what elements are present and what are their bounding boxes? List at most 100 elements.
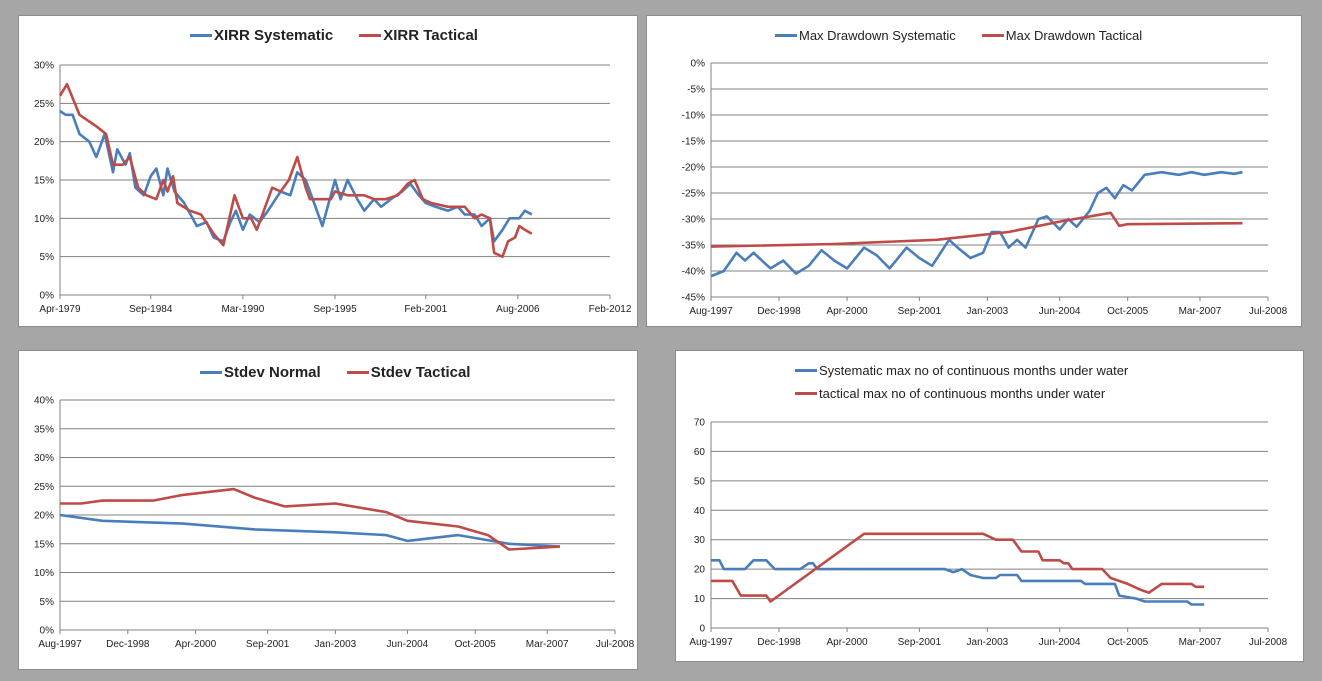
x-tick-label: Jan-2003	[967, 637, 1009, 648]
y-tick-label: -45%	[682, 293, 705, 304]
series-line-stdev-normal	[59, 513, 560, 548]
y-tick-label: 60	[694, 447, 706, 458]
y-tick-label: -30%	[682, 215, 705, 226]
legend-swatch	[795, 392, 817, 395]
x-tick-label: Dec-1998	[757, 306, 801, 317]
y-tick-label: -40%	[682, 267, 705, 278]
legend-item-systematic-months: Systematic max no of continuous months u…	[795, 363, 1128, 378]
legend-swatch	[981, 34, 1004, 37]
max-drawdown-chart-panel	[646, 15, 1302, 327]
x-tick-label: Jun-2004	[387, 639, 429, 650]
y-tick-label: 15%	[34, 176, 54, 187]
y-tick-label: 10%	[34, 568, 54, 579]
y-tick-label: 30%	[34, 61, 54, 72]
y-tick-label: 0%	[691, 59, 706, 70]
stdev-chart-panel	[18, 350, 638, 670]
x-tick-label: Feb-2001	[404, 304, 447, 315]
x-tick-label: Sep-2001	[898, 637, 942, 648]
y-tick-label: -35%	[682, 241, 705, 252]
x-tick-label: Sep-2001	[898, 306, 942, 317]
x-tick-label: Sep-1995	[313, 304, 357, 315]
legend-item-drawdown-tactical: Max Drawdown Tactical	[981, 28, 1143, 43]
series-line-stdev-tactical	[60, 487, 560, 551]
xirr-chart-panel	[18, 15, 638, 327]
y-tick-label: 70	[694, 418, 706, 429]
y-tick-label: 40%	[34, 396, 54, 407]
y-tick-label: 5%	[40, 597, 55, 608]
x-tick-label: Apr-2000	[826, 306, 868, 317]
legend-item-xirr-systematic: XIRR Systematic	[190, 27, 333, 44]
legend-label: Max Drawdown Systematic	[799, 28, 956, 43]
series-line-tactical-max-no-of-continuous-months-under-water	[711, 532, 1205, 603]
months-under-water-legend: Systematic max no of continuous months u…	[795, 363, 1128, 401]
x-tick-label: Dec-1998	[757, 637, 801, 648]
x-tick-label: Sep-1984	[129, 304, 173, 315]
y-tick-label: -5%	[687, 85, 705, 96]
x-tick-label: Aug-2006	[496, 304, 540, 315]
y-tick-label: -10%	[682, 111, 705, 122]
x-tick-label: Jul-2008	[1249, 637, 1288, 648]
series-line-max-drawdown-systematic	[710, 170, 1243, 278]
legend-label: Max Drawdown Tactical	[1005, 28, 1143, 43]
x-tick-label: Oct-2005	[1107, 637, 1149, 648]
x-tick-label: Oct-2005	[1107, 306, 1149, 317]
legend-label: Systematic max no of continuous months u…	[819, 363, 1129, 378]
y-tick-label: -25%	[682, 189, 705, 200]
y-tick-label: 40	[694, 506, 706, 517]
legend-label: XIRR Tactical	[383, 27, 478, 44]
y-tick-label: 30%	[34, 453, 54, 464]
x-tick-label: Apr-2000	[175, 639, 217, 650]
legend-item-xirr-tactical: XIRR Tactical	[359, 27, 478, 44]
x-tick-label: Jun-2004	[1039, 637, 1081, 648]
x-tick-label: Mar-1990	[221, 304, 264, 315]
legend-item-drawdown-systematic: Max Drawdown Systematic	[775, 28, 956, 43]
y-tick-label: 30	[694, 535, 706, 546]
x-tick-label: Dec-1998	[106, 639, 150, 650]
x-tick-label: Jun-2004	[1039, 306, 1081, 317]
legend-swatch	[359, 34, 382, 37]
stdev-legend: Stdev Normal Stdev Tactical	[200, 364, 470, 381]
x-tick-label: Jul-2008	[596, 639, 635, 650]
legend-swatch	[795, 369, 817, 372]
series-line-xirr-tactical	[58, 82, 533, 259]
x-tick-label: Aug-1997	[689, 306, 733, 317]
series-line-max-drawdown-tactical	[710, 211, 1243, 248]
y-tick-label: 15%	[34, 539, 54, 550]
y-tick-label: -15%	[682, 137, 705, 148]
x-tick-label: Oct-2005	[455, 639, 497, 650]
x-tick-label: Jan-2003	[967, 306, 1009, 317]
legend-label: Stdev Tactical	[370, 364, 471, 381]
y-tick-label: 5%	[40, 252, 55, 263]
legend-swatch	[775, 34, 797, 37]
y-tick-label: -20%	[682, 163, 705, 174]
drawdown-legend: Max Drawdown Systematic Max Drawdown Tac…	[775, 28, 1142, 43]
y-tick-label: 0	[699, 624, 705, 635]
x-tick-label: Mar-2007	[1179, 306, 1222, 317]
legend-swatch	[346, 371, 369, 374]
x-tick-label: Jan-2003	[315, 639, 357, 650]
legend-label: tactical max no of continuous months und…	[819, 386, 1106, 401]
x-tick-label: Mar-2007	[526, 639, 569, 650]
y-tick-label: 25%	[34, 99, 54, 110]
x-tick-label: Aug-1997	[38, 639, 82, 650]
x-tick-label: Aug-1997	[689, 637, 733, 648]
x-tick-label: Mar-2007	[1179, 637, 1222, 648]
y-tick-label: 10%	[34, 214, 54, 225]
y-tick-label: 50	[694, 476, 706, 487]
y-tick-label: 20	[694, 565, 706, 576]
legend-label: Stdev Normal	[224, 364, 321, 381]
xirr-legend: XIRR Systematic XIRR Tactical	[190, 27, 478, 44]
series-line-systematic-max-no-of-continuous-months-under-water	[711, 558, 1205, 606]
y-tick-label: 0%	[40, 291, 55, 302]
x-tick-label: Jul-2008	[1249, 306, 1288, 317]
x-tick-label: Apr-1979	[39, 304, 81, 315]
legend-item-tactical-months: tactical max no of continuous months und…	[795, 386, 1105, 401]
y-tick-label: 25%	[34, 482, 54, 493]
y-tick-label: 20%	[34, 511, 54, 522]
y-tick-label: 35%	[34, 424, 54, 435]
x-tick-label: Sep-2001	[246, 639, 290, 650]
legend-item-stdev-tactical: Stdev Tactical	[346, 364, 471, 381]
x-tick-label: Feb-2012	[589, 304, 632, 315]
x-tick-label: Apr-2000	[826, 637, 868, 648]
